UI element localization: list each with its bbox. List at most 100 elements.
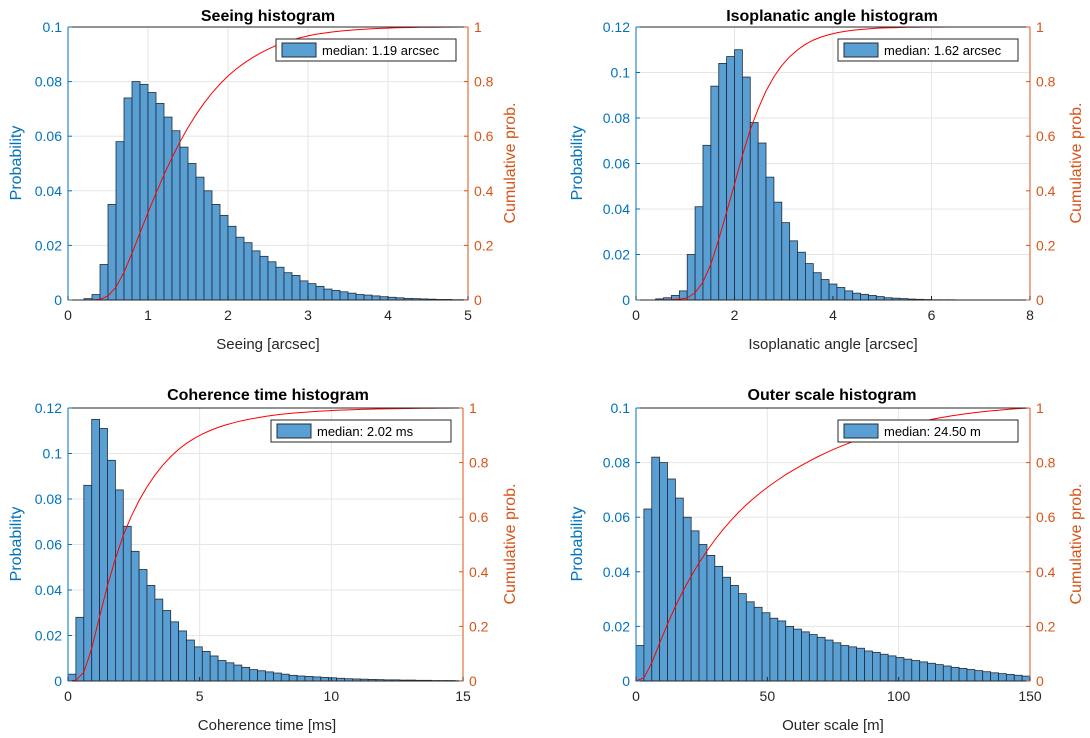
panel-isoplanatic-angle: Isoplanatic angle histogram 0 2 4 6 800.020.… <box>569 8 1085 353</box>
y2-axis-label: Cumulative prob. <box>1068 484 1085 605</box>
y2-tick-label: 0.8 <box>469 455 489 471</box>
histogram-bar <box>251 250 261 301</box>
y2-tick-label: 1 <box>469 400 477 416</box>
histogram-bar <box>714 565 724 682</box>
histogram-bar <box>209 655 219 682</box>
y-axis-label: Probability <box>569 126 586 201</box>
histogram-bar <box>667 478 676 682</box>
y-tick-label: 0.12 <box>603 19 630 35</box>
plot-area: 0 2 4 6 800.020.040.060.080.10.1200.20.40.60… <box>603 19 1056 323</box>
histogram-bar <box>643 508 653 682</box>
histogram-bar <box>966 669 976 682</box>
histogram-bar <box>225 662 235 682</box>
histogram-bar <box>659 462 668 682</box>
histogram-bar <box>864 650 873 682</box>
histogram-bar <box>122 525 132 682</box>
histogram-bar <box>698 544 708 682</box>
histogram-bar <box>950 666 960 682</box>
histogram-bar <box>241 666 251 682</box>
histogram-bar <box>227 225 237 301</box>
x-axis-label: Coherence time [ms] <box>198 717 336 734</box>
histogram-bar <box>170 621 179 682</box>
y-tick-label: 0 <box>622 673 630 689</box>
histogram-bar <box>304 676 314 682</box>
y2-tick-label: 0.2 <box>469 618 489 634</box>
histogram-bar <box>958 668 968 682</box>
y-tick-label: 0 <box>54 292 62 308</box>
histogram-bar <box>299 280 309 301</box>
y-tick-label: 0.06 <box>603 509 630 525</box>
histogram-bar <box>832 642 842 682</box>
histogram-bar <box>990 672 999 682</box>
y2-tick-label: 1 <box>474 19 482 35</box>
x-tick-label: 15 <box>455 688 471 704</box>
histogram-bar <box>233 664 243 682</box>
histogram-bar <box>288 674 298 682</box>
x-tick-label: 2 <box>731 307 739 323</box>
legend-box <box>270 419 452 443</box>
y-axis-label: Probability <box>8 126 25 201</box>
y-axis-label: Probability <box>8 507 25 582</box>
histogram-bar <box>852 292 861 301</box>
y2-tick-label: 0.4 <box>469 564 489 580</box>
x-axis-label: Seeing [arcsec] <box>216 336 319 353</box>
x-tick-label: 6 <box>928 307 936 323</box>
x-tick-label: 4 <box>384 307 392 323</box>
legend-swatch <box>276 423 312 439</box>
histogram-bar <box>911 660 921 682</box>
y-tick-label: 0 <box>54 673 62 689</box>
histogram-bar <box>635 645 645 682</box>
histogram-bar <box>259 255 269 301</box>
panel-seeing: Seeing histogram 0 1 2 3 4 500.020.040.060.08… <box>8 8 519 353</box>
histogram-bar <box>163 116 173 301</box>
histogram-bar <box>694 206 704 301</box>
histogram-bar <box>887 655 897 682</box>
x-tick-label: 2 <box>224 307 232 323</box>
y-tick-label: 0.06 <box>35 128 62 144</box>
y-tick-label: 0.12 <box>35 400 62 416</box>
histogram-bar <box>187 163 197 301</box>
panel-title: Isoplanatic angle histogram <box>726 8 938 25</box>
x-tick-label: 5 <box>196 688 204 704</box>
histogram-bar <box>895 657 905 682</box>
y2-tick-label: 0 <box>474 292 482 308</box>
histogram-bar <box>801 631 810 682</box>
histogram-bar <box>312 676 322 682</box>
histogram-bar <box>272 672 282 682</box>
histogram-bar <box>1005 674 1015 682</box>
histogram-bar <box>155 103 165 301</box>
histogram-bar <box>745 601 755 682</box>
panel-title: Seeing histogram <box>201 8 335 25</box>
histogram-bar <box>195 176 205 301</box>
histogram-bar <box>781 222 791 301</box>
y-tick-label: 0.08 <box>603 455 630 471</box>
y2-tick-label: 1 <box>1036 400 1044 416</box>
histogram-bar <box>193 646 203 682</box>
y2-axis-label: Cumulative prob. <box>502 103 519 224</box>
x-tick-label: 1 <box>144 307 152 323</box>
legend-swatch <box>281 42 317 58</box>
histogram-bar <box>860 293 869 301</box>
x-axis-label: Isoplanatic angle [arcsec] <box>748 336 917 353</box>
cumulative-probability-line <box>67 407 463 682</box>
histogram-bar <box>235 236 245 301</box>
histogram-bar <box>154 598 164 682</box>
histogram-bar <box>879 653 889 682</box>
y2-tick-label: 0.4 <box>1036 183 1056 199</box>
histogram-bar <box>339 291 349 301</box>
y2-tick-label: 0.8 <box>1036 455 1056 471</box>
y-tick-label: 0.04 <box>35 582 62 598</box>
y2-axis-label: Cumulative prob. <box>502 484 519 605</box>
histogram-bar <box>741 76 751 301</box>
y-tick-label: 0.02 <box>35 237 62 253</box>
histogram-bar <box>243 242 253 301</box>
y2-axis-label: Cumulative prob. <box>1068 103 1085 224</box>
histogram-bar <box>757 142 767 301</box>
legend-label: median: 24.50 m <box>884 424 981 439</box>
panel-title: Coherence time histogram <box>167 387 369 404</box>
plot-area: 0 50 100 15000.020.040.060.080.100.20.40.60… <box>603 400 1056 704</box>
x-tick-label: 50 <box>760 688 776 704</box>
histogram-bar <box>1021 675 1031 682</box>
histogram-bar <box>702 144 712 301</box>
